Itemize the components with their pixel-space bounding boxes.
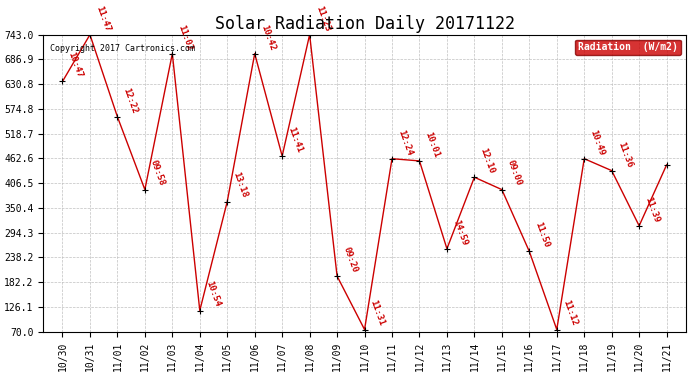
- Text: 09:58: 09:58: [149, 159, 167, 188]
- Text: 11:23: 11:23: [314, 4, 331, 33]
- Title: Solar Radiation Daily 20171122: Solar Radiation Daily 20171122: [215, 15, 515, 33]
- Text: 11:47: 11:47: [94, 4, 112, 33]
- Text: 12:10: 12:10: [479, 147, 496, 175]
- Text: 10:47: 10:47: [67, 51, 84, 79]
- Text: 11:50: 11:50: [533, 221, 551, 249]
- Text: 14:59: 14:59: [451, 218, 469, 247]
- Text: 11:39: 11:39: [643, 195, 661, 223]
- Text: 11:31: 11:31: [368, 299, 386, 327]
- Text: 13:18: 13:18: [231, 171, 249, 200]
- Text: 11:12: 11:12: [561, 299, 579, 327]
- Text: 11:41: 11:41: [286, 126, 304, 154]
- Text: 10:49: 10:49: [589, 128, 606, 156]
- Text: 12:24: 12:24: [396, 128, 414, 156]
- Text: 09:00: 09:00: [506, 159, 524, 188]
- Text: 10:54: 10:54: [204, 280, 221, 308]
- Text: 09:20: 09:20: [342, 246, 359, 274]
- Text: Copyright 2017 Cartronics.com: Copyright 2017 Cartronics.com: [50, 44, 195, 52]
- Text: 11:36: 11:36: [616, 140, 633, 168]
- Text: 10:01: 10:01: [424, 130, 442, 159]
- Text: 10:42: 10:42: [259, 23, 277, 51]
- Legend: Radiation  (W/m2): Radiation (W/m2): [575, 39, 681, 56]
- Text: 11:02: 11:02: [177, 23, 194, 51]
- Text: 12:22: 12:22: [121, 86, 139, 115]
